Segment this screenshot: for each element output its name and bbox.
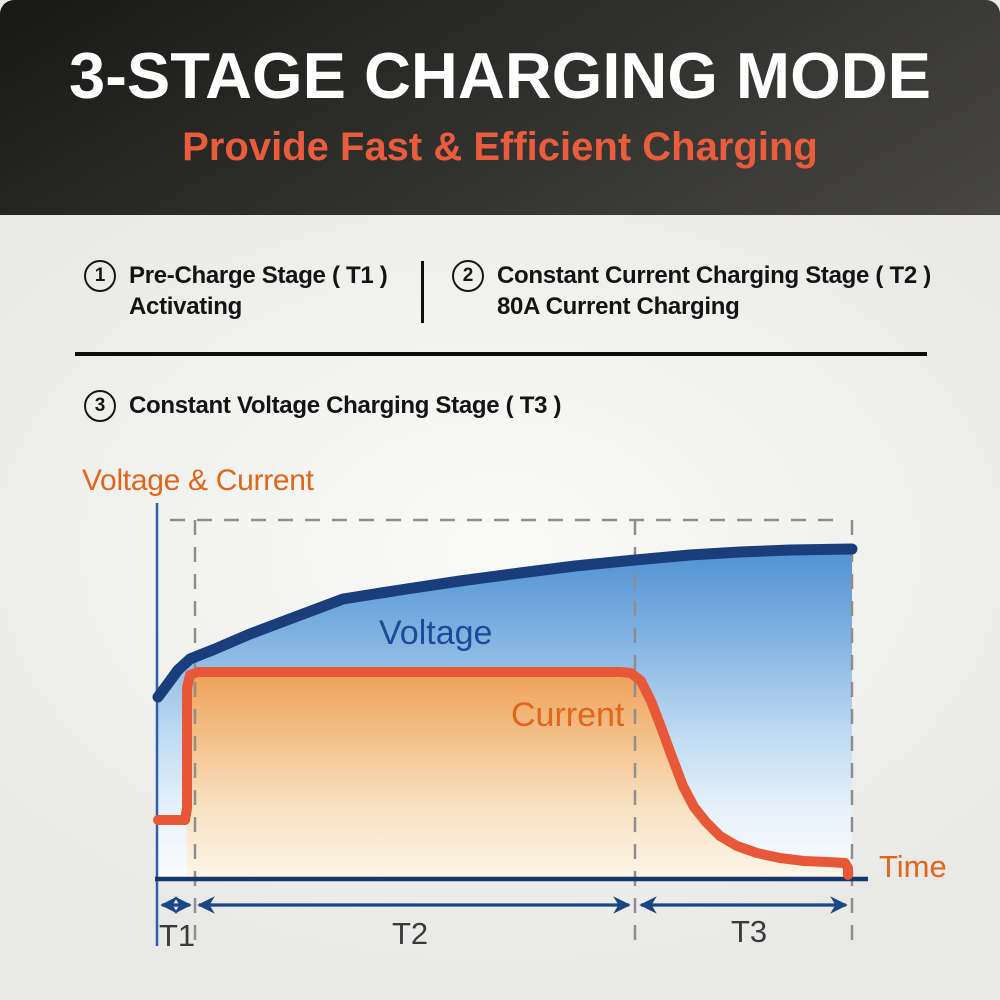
stage-1-title: Pre-Charge Stage ( T1 ) [129,262,388,289]
stage-item-2: 2 Constant Current Charging Stage ( T2 )… [452,260,931,322]
phase-label-t2: T2 [392,916,428,951]
stage-3-text: Constant Voltage Charging Stage ( T3 ) [129,390,561,421]
phase-label-t3: T3 [731,914,767,949]
voltage-curve-label: Voltage [379,614,492,652]
stage-2-title: Constant Current Charging Stage ( T2 ) [497,262,931,289]
stage-item-3: 3 Constant Voltage Charging Stage ( T3 ) [84,390,561,422]
stage-1-number-icon: 1 [84,260,116,292]
chart-y-axis-title: Voltage & Current [82,464,314,497]
page-title: 3-STAGE CHARGING MODE [69,39,931,112]
stage-3-title: Constant Voltage Charging Stage ( T3 ) [129,392,562,419]
horizontal-rule [75,352,927,356]
stage-2-description: 80A Current Charging [497,293,740,320]
current-area-fill [187,672,848,878]
page-subtitle: Provide Fast & Efficient Charging [182,125,818,169]
current-curve-label: Current [511,696,625,734]
voltage-curve [152,543,858,703]
current-curve [153,667,853,880]
stage-item-1: 1 Pre-Charge Stage ( T1 ) Activating [84,260,388,322]
stage-2-text: Constant Current Charging Stage ( T2 ) 8… [497,260,931,322]
time-axis-label: Time [879,849,947,884]
stage-3-number-icon: 3 [84,390,116,422]
vertical-divider [421,261,424,323]
phase-label-t1: T1 [159,918,195,953]
stage-2-number-icon: 2 [452,260,484,292]
stage-1-description: Activating [129,293,243,320]
charging-curve-chart: Voltage Current Time T1 T2 T3 [152,503,947,953]
stage-1-text: Pre-Charge Stage ( T1 ) Activating [129,260,388,322]
header-banner: 3-STAGE CHARGING MODE Provide Fast & Eff… [0,0,1000,215]
